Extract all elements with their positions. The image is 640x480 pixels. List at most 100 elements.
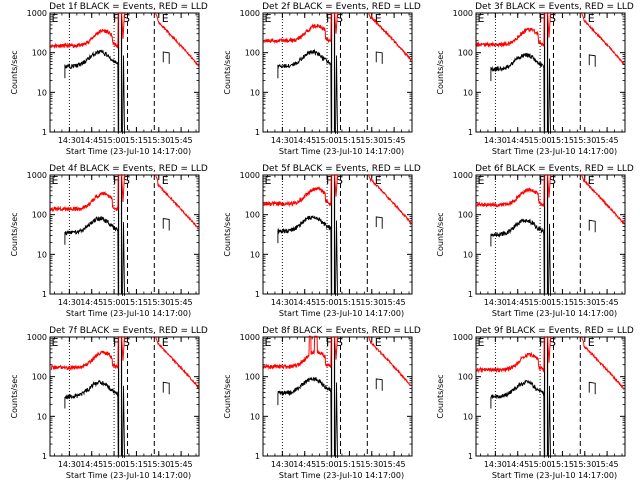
x-tick-label: 14:45	[293, 136, 316, 145]
y-axis-label: Counts/sec	[436, 212, 445, 256]
x-axis-label: Start Time (23-Jul-10 14:17:00)	[66, 471, 191, 480]
events-series-line	[122, 55, 125, 134]
lld-series-line	[154, 174, 199, 230]
x-tick-label: 14:30	[271, 298, 294, 307]
y-tick-label: 100	[32, 373, 47, 382]
x-tick-label: 15:45	[596, 136, 619, 145]
x-tick-label: 15:00	[529, 298, 552, 307]
events-series-line	[375, 51, 383, 64]
lld-series-line	[263, 12, 332, 45]
lld-series-line	[334, 336, 339, 360]
x-tick-label: 14:45	[506, 136, 529, 145]
lld-series-line	[547, 174, 552, 198]
panel-title: Det 1f BLACK = Events, RED = LLD	[49, 2, 208, 12]
flag-E-start: E	[51, 174, 58, 187]
y-tick-label: 10	[37, 250, 47, 259]
x-tick-label: 15:00	[316, 460, 339, 469]
flag-E-end: E	[588, 174, 595, 187]
y-tick-label: 1	[42, 290, 47, 299]
flag-S: S	[336, 12, 343, 25]
y-tick-label: 100	[245, 373, 260, 382]
flag-S: S	[336, 336, 343, 349]
flag-E-start: E	[477, 12, 484, 25]
y-tick-label: 1	[42, 452, 47, 461]
x-tick-label: 15:45	[170, 298, 193, 307]
lld-series-line	[154, 336, 199, 390]
lld-series-line	[263, 174, 332, 208]
x-tick-label: 14:30	[484, 298, 507, 307]
flag-E-end: E	[162, 336, 169, 349]
x-tick-label: 15:15	[338, 460, 361, 469]
panel-3: Det 3f BLACK = Events, RED = LLD 1 10 100 10…	[436, 2, 634, 156]
panel-9: Det 9f BLACK = Events, RED = LLD 1 10 100 10…	[436, 326, 634, 480]
lld-series-line	[580, 174, 625, 225]
x-tick-label: 15:45	[596, 298, 619, 307]
panel-title: Det 9f BLACK = Events, RED = LLD	[475, 326, 634, 336]
flag-F: F	[539, 12, 545, 25]
x-tick-label: 15:45	[170, 136, 193, 145]
x-tick-label: 14:30	[484, 136, 507, 145]
flag-E-start: E	[51, 12, 58, 25]
flag-S: S	[549, 12, 556, 25]
events-series-line	[490, 52, 545, 134]
y-axis-label: Counts/sec	[436, 374, 445, 418]
x-tick-label: 15:30	[360, 298, 383, 307]
flag-S: S	[549, 174, 556, 187]
events-series-line	[588, 381, 596, 395]
flag-E-start: E	[264, 12, 271, 25]
x-tick-label: 15:00	[103, 136, 126, 145]
y-tick-label: 100	[245, 211, 260, 220]
events-series-line	[548, 58, 551, 134]
lld-series-line	[334, 174, 339, 197]
flag-S: S	[123, 12, 130, 25]
panel-4: Det 4f BLACK = Events, RED = LLD 1 10 100 10…	[10, 164, 208, 318]
y-tick-label: 1	[255, 452, 260, 461]
panel-title: Det 4f BLACK = Events, RED = LLD	[49, 164, 208, 174]
x-tick-label: 15:15	[551, 460, 574, 469]
x-tick-label: 14:45	[293, 460, 316, 469]
events-series-line	[335, 220, 338, 296]
x-axis-label: Start Time (23-Jul-10 14:17:00)	[492, 309, 617, 318]
x-axis-label: Start Time (23-Jul-10 14:17:00)	[279, 147, 404, 156]
x-tick-label: 15:15	[125, 460, 148, 469]
x-tick-label: 15:15	[551, 136, 574, 145]
x-tick-label: 15:15	[551, 298, 574, 307]
x-axis-label: Start Time (23-Jul-10 14:17:00)	[66, 309, 191, 318]
flag-F: F	[113, 174, 119, 187]
flag-E-start: E	[51, 336, 58, 349]
y-tick-label: 10	[463, 412, 473, 421]
events-series-line	[64, 49, 119, 134]
events-series-line	[490, 379, 545, 458]
y-tick-label: 1000	[453, 333, 473, 342]
flag-E-end: E	[588, 336, 595, 349]
panel-title: Det 7f BLACK = Events, RED = LLD	[49, 326, 208, 336]
lld-series-line	[580, 12, 625, 65]
x-tick-label: 15:15	[125, 136, 148, 145]
x-tick-label: 15:45	[383, 136, 406, 145]
y-tick-label: 1	[468, 128, 473, 137]
flag-S: S	[123, 174, 130, 187]
y-tick-label: 100	[458, 373, 473, 382]
y-tick-label: 1000	[240, 333, 260, 342]
y-tick-label: 1	[255, 290, 260, 299]
x-tick-label: 14:30	[271, 460, 294, 469]
x-tick-label: 14:30	[58, 136, 81, 145]
flag-E-start: E	[264, 174, 271, 187]
flag-E-end: E	[375, 12, 382, 25]
x-tick-label: 15:45	[383, 460, 406, 469]
events-series-line	[162, 51, 170, 64]
y-tick-label: 1000	[27, 9, 47, 18]
x-tick-label: 15:45	[170, 460, 193, 469]
x-tick-label: 15:15	[125, 298, 148, 307]
y-axis-label: Counts/sec	[10, 212, 19, 256]
y-tick-label: 1	[468, 452, 473, 461]
panel-1: Det 1f BLACK = Events, RED = LLD 1 10 100 10…	[10, 2, 208, 156]
flag-F: F	[539, 174, 545, 187]
y-tick-label: 10	[250, 412, 260, 421]
lld-series-line	[334, 12, 339, 34]
flag-F: F	[326, 12, 332, 25]
panel-title: Det 8f BLACK = Events, RED = LLD	[262, 326, 421, 336]
lld-series-line	[547, 12, 552, 38]
panel-title: Det 5f BLACK = Events, RED = LLD	[262, 164, 421, 174]
